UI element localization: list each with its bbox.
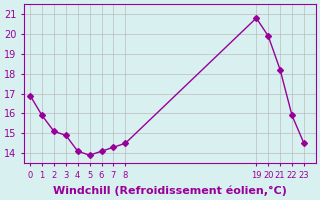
- X-axis label: Windchill (Refroidissement éolien,°C): Windchill (Refroidissement éolien,°C): [53, 185, 287, 196]
